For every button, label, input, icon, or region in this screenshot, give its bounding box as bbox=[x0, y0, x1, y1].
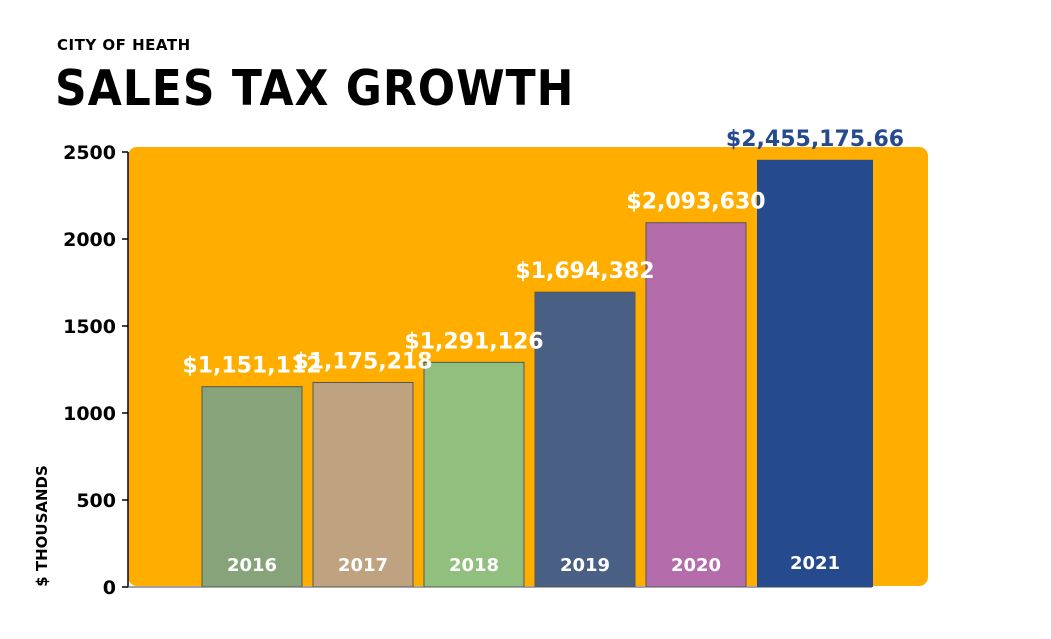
bar-2017 bbox=[312, 382, 414, 588]
bar-2020 bbox=[645, 222, 747, 588]
y-tick-label: 0 bbox=[103, 577, 116, 599]
chart-title: SALES TAX GROWTH bbox=[55, 60, 575, 118]
category-label-2021: 2021 bbox=[790, 553, 840, 574]
bar-2021 bbox=[757, 159, 873, 587]
chart-subtitle: CITY OF HEATH bbox=[57, 36, 191, 54]
category-label-2016: 2016 bbox=[227, 555, 277, 576]
bar-2019 bbox=[534, 291, 636, 588]
category-label-2019: 2019 bbox=[560, 555, 610, 576]
y-tick-label: 1000 bbox=[63, 403, 116, 425]
y-tick-label: 1500 bbox=[63, 316, 116, 338]
category-label-2017: 2017 bbox=[338, 555, 388, 576]
category-label-2020: 2020 bbox=[671, 555, 721, 576]
data-label-2021: $2,455,175.66 bbox=[726, 127, 904, 152]
y-tick-label: 500 bbox=[76, 490, 116, 512]
data-label-2018: $1,291,126 bbox=[404, 329, 543, 354]
category-label-2018: 2018 bbox=[449, 555, 499, 576]
data-label-2020: $2,093,630 bbox=[626, 190, 765, 215]
y-tick-label: 2000 bbox=[63, 229, 116, 251]
data-label-2019: $1,694,382 bbox=[515, 259, 654, 284]
bar-2018 bbox=[423, 361, 525, 588]
y-axis-label: $ THOUSANDS bbox=[33, 465, 51, 587]
data-label-2017: $1,175,218 bbox=[293, 350, 432, 375]
bar-2016 bbox=[201, 386, 303, 588]
data-label-2016: $1,151,112 bbox=[182, 354, 321, 379]
y-tick-label: 2500 bbox=[63, 142, 116, 164]
